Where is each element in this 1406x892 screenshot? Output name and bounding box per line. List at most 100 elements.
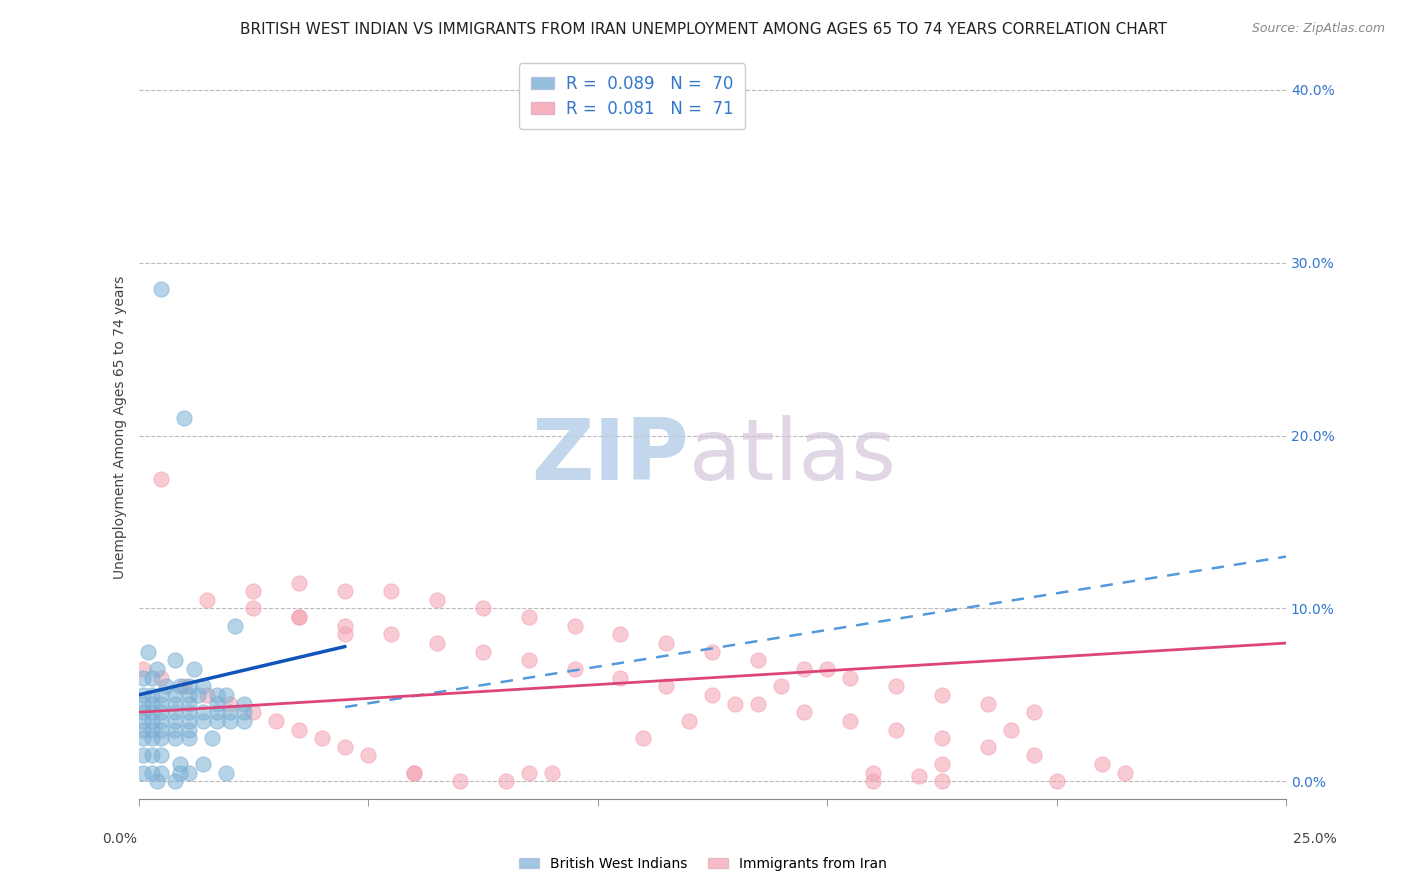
Point bbox=[205, 714, 228, 728]
Point bbox=[678, 714, 700, 728]
Point bbox=[215, 688, 238, 702]
Point bbox=[205, 697, 228, 711]
Point bbox=[173, 411, 195, 425]
Point bbox=[219, 697, 242, 711]
Point bbox=[495, 774, 517, 789]
Point bbox=[150, 697, 173, 711]
Point bbox=[233, 697, 256, 711]
Point bbox=[219, 714, 242, 728]
Point bbox=[150, 765, 173, 780]
Point bbox=[195, 592, 218, 607]
Point bbox=[155, 679, 177, 693]
Point bbox=[177, 731, 200, 746]
Point bbox=[187, 688, 209, 702]
Point bbox=[517, 765, 540, 780]
Point bbox=[132, 748, 155, 763]
Point bbox=[233, 705, 256, 719]
Point bbox=[655, 636, 678, 650]
Point bbox=[1022, 705, 1045, 719]
Point bbox=[205, 688, 228, 702]
Point bbox=[540, 765, 562, 780]
Point bbox=[839, 671, 862, 685]
Point bbox=[165, 731, 187, 746]
Point bbox=[165, 697, 187, 711]
Point bbox=[215, 765, 238, 780]
Point bbox=[165, 723, 187, 737]
Point bbox=[165, 688, 187, 702]
Point bbox=[150, 723, 173, 737]
Point bbox=[150, 671, 173, 685]
Point bbox=[132, 688, 155, 702]
Point bbox=[655, 679, 678, 693]
Point bbox=[183, 662, 205, 676]
Point bbox=[191, 757, 214, 772]
Point bbox=[132, 731, 155, 746]
Point bbox=[141, 671, 163, 685]
Point bbox=[380, 627, 402, 641]
Point bbox=[195, 688, 218, 702]
Point bbox=[333, 584, 356, 599]
Point bbox=[702, 688, 724, 702]
Point bbox=[191, 705, 214, 719]
Point bbox=[150, 688, 173, 702]
Point bbox=[1091, 757, 1114, 772]
Point bbox=[333, 619, 356, 633]
Point bbox=[471, 645, 494, 659]
Text: atlas: atlas bbox=[689, 415, 897, 498]
Point bbox=[1000, 723, 1022, 737]
Point bbox=[205, 705, 228, 719]
Point bbox=[132, 697, 155, 711]
Point bbox=[191, 714, 214, 728]
Point bbox=[839, 714, 862, 728]
Point bbox=[747, 697, 769, 711]
Point bbox=[884, 679, 907, 693]
Point bbox=[150, 705, 173, 719]
Point bbox=[931, 731, 953, 746]
Point bbox=[402, 765, 425, 780]
Point bbox=[146, 774, 169, 789]
Point bbox=[517, 610, 540, 624]
Point bbox=[564, 619, 586, 633]
Point bbox=[141, 748, 163, 763]
Point bbox=[150, 748, 173, 763]
Point bbox=[141, 688, 163, 702]
Point bbox=[141, 723, 163, 737]
Point bbox=[264, 714, 287, 728]
Text: BRITISH WEST INDIAN VS IMMIGRANTS FROM IRAN UNEMPLOYMENT AMONG AGES 65 TO 74 YEA: BRITISH WEST INDIAN VS IMMIGRANTS FROM I… bbox=[239, 22, 1167, 37]
Point bbox=[633, 731, 655, 746]
Point bbox=[908, 769, 931, 783]
Point bbox=[177, 714, 200, 728]
Point bbox=[141, 697, 163, 711]
Point bbox=[177, 723, 200, 737]
Point bbox=[449, 774, 471, 789]
Point bbox=[165, 653, 187, 667]
Point bbox=[177, 705, 200, 719]
Point bbox=[702, 645, 724, 659]
Point bbox=[150, 472, 173, 486]
Point bbox=[141, 714, 163, 728]
Point bbox=[146, 662, 169, 676]
Point bbox=[132, 723, 155, 737]
Point bbox=[177, 679, 200, 693]
Point bbox=[976, 739, 998, 754]
Point bbox=[173, 679, 195, 693]
Point bbox=[1045, 774, 1067, 789]
Point bbox=[747, 653, 769, 667]
Point bbox=[177, 697, 200, 711]
Point bbox=[333, 739, 356, 754]
Point bbox=[165, 705, 187, 719]
Point bbox=[793, 705, 815, 719]
Point bbox=[288, 610, 311, 624]
Point bbox=[242, 584, 264, 599]
Point bbox=[132, 705, 155, 719]
Point bbox=[564, 662, 586, 676]
Text: Source: ZipAtlas.com: Source: ZipAtlas.com bbox=[1251, 22, 1385, 36]
Point bbox=[1114, 765, 1136, 780]
Point bbox=[402, 765, 425, 780]
Point bbox=[242, 601, 264, 615]
Point bbox=[132, 714, 155, 728]
Point bbox=[132, 765, 155, 780]
Y-axis label: Unemployment Among Ages 65 to 74 years: Unemployment Among Ages 65 to 74 years bbox=[114, 276, 128, 579]
Point bbox=[862, 765, 884, 780]
Point bbox=[976, 697, 998, 711]
